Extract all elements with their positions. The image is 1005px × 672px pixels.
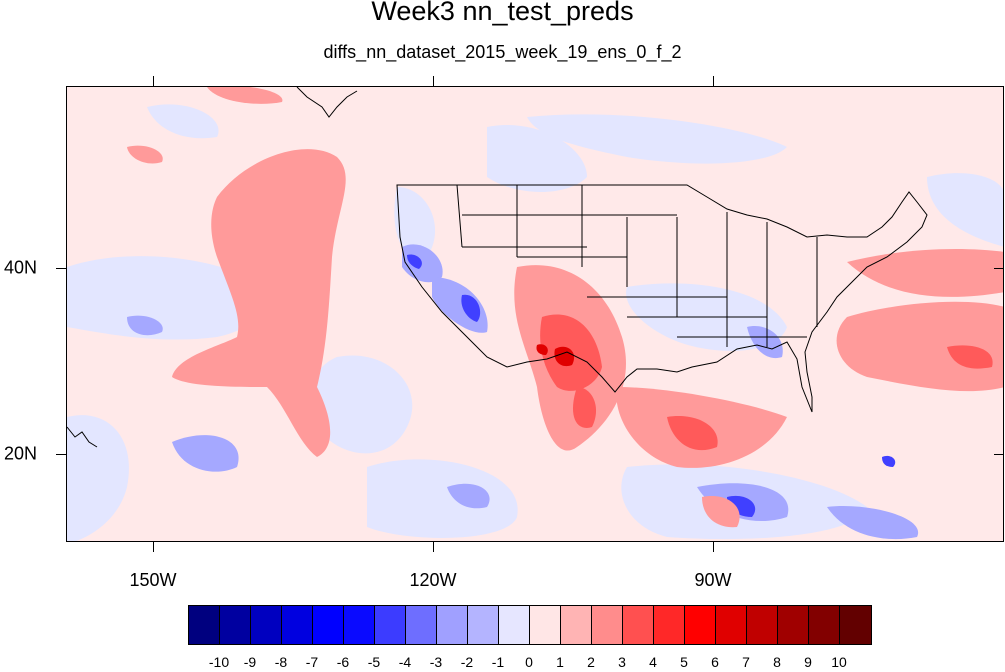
y-tick-40n [56, 268, 66, 269]
colorbar-swatch [840, 606, 871, 644]
colorbar [188, 605, 872, 645]
colorbar-swatch [685, 606, 716, 644]
colorbar-swatch [561, 606, 592, 644]
colorbar-swatch [313, 606, 344, 644]
colorbar-swatch [623, 606, 654, 644]
colorbar-label: -7 [305, 654, 319, 670]
colorbar-swatch [251, 606, 282, 644]
colorbar-label: 7 [742, 654, 750, 670]
colorbar-label: 4 [649, 654, 657, 670]
colorbar-swatch [716, 606, 747, 644]
colorbar-swatch [747, 606, 778, 644]
colorbar-label: 3 [618, 654, 626, 670]
colorbar-swatch [468, 606, 499, 644]
y-label-40n: 40N [4, 257, 38, 278]
colorbar-label: 2 [587, 654, 595, 670]
x-tick-120w [433, 542, 434, 552]
chart-title: Week3 nn_test_preds [371, 0, 634, 26]
chart-subtitle: diffs_nn_dataset_2015_week_19_ens_0_f_2 [323, 42, 682, 62]
colorbar-swatch [499, 606, 530, 644]
y-tick-20n [56, 454, 66, 455]
colorbar-label: -10 [208, 654, 230, 670]
colorbar-swatch [344, 606, 375, 644]
colorbar-label: 6 [711, 654, 719, 670]
negative-anomaly-strong [407, 254, 896, 517]
colorbar-swatch [375, 606, 406, 644]
colorbar-swatch [406, 606, 437, 644]
colorbar-label: -5 [367, 654, 381, 670]
colorbar-swatch [220, 606, 251, 644]
colorbar-label: -1 [491, 654, 505, 670]
y-tick-20n-right [994, 454, 1004, 455]
colorbar-swatch [778, 606, 809, 644]
colorbar-swatch [189, 606, 220, 644]
colorbar-swatch [282, 606, 313, 644]
colorbar-label: -8 [274, 654, 288, 670]
colorbar-swatch [809, 606, 840, 644]
x-label-120w: 120W [409, 570, 457, 590]
colorbar-label: -2 [460, 654, 474, 670]
map-plot-area [66, 86, 1004, 542]
x-tick-150w [153, 542, 154, 552]
colorbar-label: -4 [398, 654, 412, 670]
colorbar-label: 9 [804, 654, 812, 670]
x-tick-90w [713, 542, 714, 552]
x-tick-150w-top [153, 76, 154, 86]
colorbar-swatch [592, 606, 623, 644]
positive-anomaly-strong [536, 344, 575, 367]
colorbar-label: 1 [556, 654, 564, 670]
colorbar-label: -3 [429, 654, 443, 670]
x-label-90w: 90W [694, 570, 732, 590]
colorbar-label: 0 [525, 654, 533, 670]
colorbar-swatch [530, 606, 561, 644]
colorbar-label: 10 [831, 654, 847, 670]
x-tick-120w-top [433, 76, 434, 86]
colorbar-swatch [437, 606, 468, 644]
x-label-150w: 150W [129, 570, 177, 590]
y-label-20n: 20N [4, 443, 38, 464]
map-field [67, 87, 1003, 541]
colorbar-swatch [654, 606, 685, 644]
y-tick-40n-right [994, 268, 1004, 269]
colorbar-label: 8 [773, 654, 781, 670]
x-tick-90w-top [713, 76, 714, 86]
colorbar-label: -9 [243, 654, 257, 670]
colorbar-label: -6 [336, 654, 350, 670]
colorbar-label: 5 [680, 654, 688, 670]
coastline-borders [67, 87, 928, 448]
